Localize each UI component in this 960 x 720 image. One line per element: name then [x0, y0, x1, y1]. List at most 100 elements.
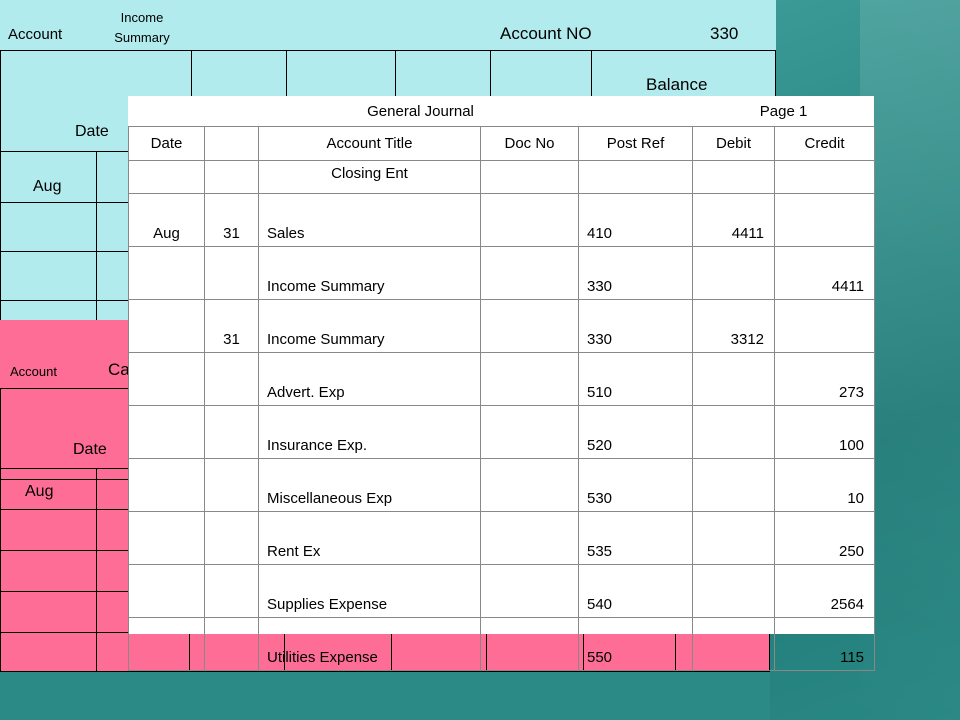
month-label: Aug — [25, 483, 54, 500]
credit-cell: 100 — [774, 405, 876, 459]
post-ref-cell: 330 — [577, 246, 694, 300]
closing-entries-row: Closing Ent — [128, 160, 876, 194]
post-ref-cell: 520 — [577, 405, 694, 459]
day-cell — [96, 509, 130, 551]
date-day-cell: 31 — [204, 193, 259, 247]
date-day-cell: 31 — [204, 299, 259, 353]
account-name: Ca — [108, 360, 130, 379]
journal-table: General Journal Page 1 Date Account Titl… — [128, 96, 876, 671]
doc-no-cell — [480, 564, 579, 618]
debit-cell: 4411 — [692, 193, 776, 247]
journal-title-row: General Journal Page 1 — [129, 96, 875, 127]
month-cell: Aug — [0, 151, 97, 203]
date-day-cell — [204, 458, 259, 512]
account-title-cell: Income Summary — [258, 299, 481, 353]
debit-cell — [692, 405, 776, 459]
table-cell — [692, 160, 776, 194]
account-label: Account — [8, 26, 63, 43]
date-month-cell — [128, 511, 205, 565]
post-ref-cell: 530 — [577, 458, 694, 512]
credit-cell — [774, 299, 876, 353]
debit-cell — [692, 511, 776, 565]
date-label: Date — [75, 123, 109, 140]
closing-entries-label: Closing Ent — [258, 160, 481, 194]
account-title-cell: Income Summary — [258, 246, 481, 300]
post-ref-cell: 540 — [577, 564, 694, 618]
table-row: Miscellaneous Exp 530 10 — [128, 458, 876, 512]
column-header — [204, 126, 259, 161]
credit-cell — [774, 193, 876, 247]
account-title-cell: Insurance Exp. — [258, 405, 481, 459]
account-no: 330 — [710, 24, 739, 43]
account-label: Account — [10, 364, 57, 379]
debit-cell — [692, 352, 776, 406]
date-month-cell — [128, 405, 205, 459]
debit-cell — [692, 458, 776, 512]
date-month-cell — [128, 617, 205, 671]
table-cell — [204, 160, 259, 194]
post-ref-cell: 535 — [577, 511, 694, 565]
credit-cell: 115 — [774, 617, 876, 671]
month-cell: Aug — [0, 468, 97, 510]
month-cell — [0, 202, 97, 252]
month-cell — [0, 550, 97, 592]
balance-label: Balance — [646, 75, 708, 94]
credit-cell: 2564 — [774, 564, 876, 618]
journal-column-headers: Date Account Title Doc No Post Ref Debit… — [128, 126, 876, 161]
debit-cell — [692, 246, 776, 300]
date-month-cell: Aug — [128, 193, 205, 247]
table-row: Aug 31 Sales 410 4411 — [128, 193, 876, 247]
doc-no-cell — [480, 617, 579, 671]
date-day-cell — [204, 564, 259, 618]
table-row: Utilities Expense 550 115 — [128, 617, 876, 671]
credit-cell: 273 — [774, 352, 876, 406]
journal-page: Page 1 — [759, 102, 808, 120]
date-month-cell — [128, 246, 205, 300]
table-cell — [128, 160, 205, 194]
month-cell — [0, 591, 97, 633]
date-day-cell — [204, 246, 259, 300]
date-day-cell — [204, 352, 259, 406]
post-ref-cell: 550 — [577, 617, 694, 671]
table-cell — [774, 160, 876, 194]
doc-no-cell — [480, 246, 579, 300]
day-cell — [96, 550, 130, 592]
date-month-cell — [128, 352, 205, 406]
table-row: Rent Ex 535 250 — [128, 511, 876, 565]
debit-cell — [692, 617, 776, 671]
month-cell — [0, 632, 97, 672]
doc-no-cell — [480, 405, 579, 459]
table-row: Income Summary 330 4411 — [128, 246, 876, 300]
table-cell — [577, 160, 694, 194]
account-title-cell: Supplies Expense — [258, 564, 481, 618]
day-cell — [96, 468, 130, 510]
doc-no-cell — [480, 299, 579, 353]
column-header: Credit — [774, 126, 876, 161]
table-row: Insurance Exp. 520 100 — [128, 405, 876, 459]
credit-cell: 10 — [774, 458, 876, 512]
month-cell — [0, 251, 97, 301]
account-title-cell: Utilities Expense — [258, 617, 481, 671]
column-header: Post Ref — [577, 126, 694, 161]
credit-cell: 250 — [774, 511, 876, 565]
account-title-cell: Miscellaneous Exp — [258, 458, 481, 512]
debit-cell: 3312 — [692, 299, 776, 353]
month-cell — [0, 300, 97, 321]
table-row: Advert. Exp 510 273 — [128, 352, 876, 406]
table-row: Supplies Expense 540 2564 — [128, 564, 876, 618]
column-header: Debit — [692, 126, 776, 161]
ledger-header: Account Income Summary Account NO 330 — [0, 0, 776, 52]
day-cell — [96, 591, 130, 633]
doc-no-cell — [480, 458, 579, 512]
doc-no-cell — [480, 511, 579, 565]
journal-title: General Journal — [367, 102, 474, 120]
account-name: Income Summary — [114, 10, 170, 45]
month-cell — [0, 509, 97, 551]
post-ref-cell: 330 — [577, 299, 694, 353]
table-row: 31 Income Summary 330 3312 — [128, 299, 876, 353]
column-header: Doc No — [480, 126, 579, 161]
date-day-cell — [204, 405, 259, 459]
post-ref-cell: 410 — [577, 193, 694, 247]
doc-no-cell — [480, 352, 579, 406]
account-title-cell: Rent Ex — [258, 511, 481, 565]
